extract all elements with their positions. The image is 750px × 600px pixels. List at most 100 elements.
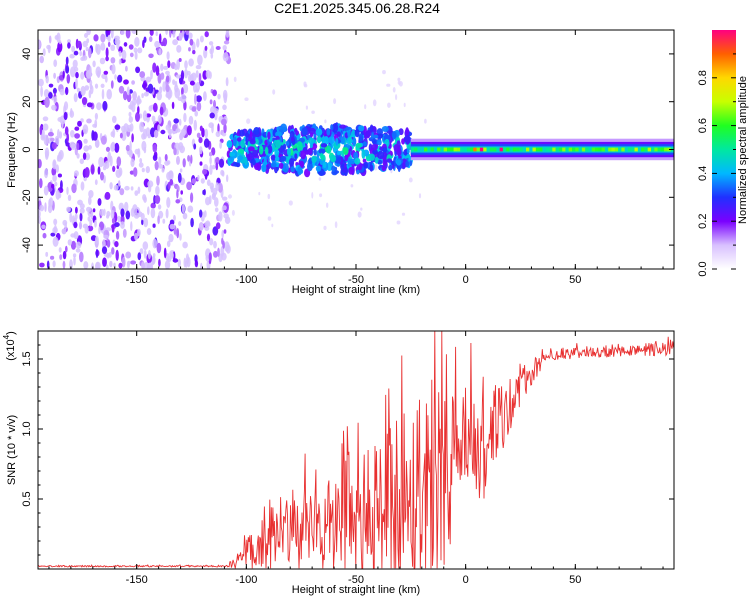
spectrogram-noise-blob — [183, 257, 187, 268]
spectrogram-noise-blob — [141, 219, 144, 226]
spectrogram-noise-blob — [218, 211, 223, 222]
spectrogram-noise-blob — [137, 148, 141, 158]
spectrogram-noise-blob — [109, 260, 113, 268]
spectrogram-noise-blob — [57, 41, 63, 53]
spectrogram-noise-blob — [99, 208, 105, 217]
spectrogram-faint-blob — [272, 89, 276, 95]
spectrogram-noise-blob — [62, 250, 67, 260]
spectrogram-noise-blob — [188, 74, 192, 82]
spectrogram-noise-blob — [74, 66, 79, 72]
spectrogram-noise-blob — [106, 30, 111, 37]
spectrogram-noise-blob — [58, 247, 62, 253]
spectrogram-band-blob — [290, 165, 295, 173]
spectrogram-noise-blob — [62, 70, 65, 79]
spectrogram-noise-blob — [57, 173, 63, 178]
spectrogram-noise-blob — [45, 75, 49, 84]
spectrogram-noise-blob — [92, 131, 98, 141]
spectrogram-noise-blob — [146, 228, 152, 235]
spectrogram-noise-blob — [137, 186, 141, 194]
spectrogram-line-core — [496, 147, 500, 152]
spectrogram-noise-blob — [79, 207, 85, 214]
spectrogram-noise-blob — [51, 104, 57, 111]
spectrogram-band-blob — [348, 166, 354, 175]
spectrogram-noise-blob — [137, 106, 140, 114]
spectrogram-noise-blob — [94, 83, 99, 89]
spectrogram-noise-blob — [199, 35, 204, 43]
spectrogram-noise-blob — [114, 74, 117, 80]
spectrogram-noise-blob — [59, 40, 62, 45]
spectrogram-faint-blob — [305, 105, 308, 110]
spectrogram-noise-blob — [176, 155, 180, 165]
spectrogram-noise-blob — [102, 100, 108, 111]
spectrogram-noise-blob — [106, 89, 112, 100]
spectrogram-noise-blob — [131, 80, 136, 85]
spectrogram-noise-blob — [53, 218, 58, 226]
spectrogram-noise-blob — [143, 249, 147, 259]
spectrogram-noise-blob — [79, 212, 83, 222]
spectrogram-band-blob — [237, 155, 244, 161]
spectrogram-noise-blob — [169, 30, 172, 38]
spectrogram-noise-blob — [140, 213, 145, 221]
spectrogram-noise-blob — [134, 232, 138, 241]
spectrogram-noise-blob — [106, 210, 111, 217]
spectrogram-band-blob — [313, 148, 317, 156]
spectrogram-noise-blob — [208, 252, 212, 262]
spectrogram-band-blob — [363, 162, 369, 169]
spectrogram-band-blob — [316, 135, 322, 144]
spectrogram-noise-blob — [101, 73, 108, 80]
spectrogram-noise-blob — [65, 245, 68, 253]
spectrogram-band-blob — [391, 131, 397, 140]
spectrogram-noise-blob — [162, 218, 166, 224]
spectrogram-noise-blob — [66, 206, 71, 212]
spectrogram-noise-blob — [125, 65, 128, 72]
spectrogram-noise-blob — [205, 196, 211, 206]
spectrogram-noise-blob — [131, 30, 138, 35]
spectrogram-noise-blob — [74, 126, 80, 131]
spectrogram-noise-blob — [82, 40, 88, 48]
spectrogram-faint-blob — [372, 99, 377, 107]
spectrogram-noise-blob — [133, 212, 140, 219]
spectrogram-noise-blob — [50, 255, 55, 260]
spectrogram-noise-blob — [198, 137, 203, 144]
spectrogram-band-blob — [267, 144, 273, 154]
spectrogram-noise-blob — [173, 214, 176, 222]
spectrogram-band-blob — [270, 162, 277, 168]
spectrogram-noise-blob — [172, 79, 176, 85]
spectrogram-noise-blob — [110, 30, 114, 39]
spectrogram-noise-blob — [186, 70, 191, 76]
spectrogram-line-core — [512, 147, 517, 152]
colorbar-gradient — [712, 30, 736, 269]
spectrogram-noise-blob — [212, 89, 218, 97]
spectrogram-noise-blob — [90, 164, 95, 175]
spectrogram-line-core — [539, 147, 543, 152]
spectrogram-noise-blob — [94, 112, 98, 120]
spectrogram-noise-blob — [208, 41, 214, 46]
spectrogram-noise-blob — [53, 224, 57, 234]
spectrogram-line-core — [644, 147, 648, 152]
spectrogram-noise-blob — [152, 62, 157, 73]
spectrogram-noise-blob — [121, 49, 127, 60]
spectrogram-noise-blob — [38, 78, 44, 87]
spectrogram-faint-blob — [311, 192, 314, 199]
spectrogram-band-blob — [290, 136, 295, 142]
spectrogram-noise-blob — [77, 120, 82, 127]
spectrogram-line-core — [604, 147, 609, 152]
spectrogram-band-blob — [299, 160, 305, 168]
spectrogram-noise-blob — [110, 131, 115, 138]
spectrogram-noise-blob — [211, 147, 216, 156]
spectrogram-noise-blob — [127, 260, 131, 265]
spectrogram-noise-blob — [113, 184, 119, 191]
spectrogram-noise-blob — [115, 230, 120, 240]
spectrogram-noise-blob — [156, 91, 162, 101]
spectrogram-noise-blob — [153, 129, 159, 138]
spectrogram-noise-blob — [195, 81, 201, 92]
spectrogram-noise-blob — [44, 96, 50, 108]
spectrogram-noise-blob — [109, 182, 113, 190]
spectrogram-noise-blob — [197, 175, 200, 181]
spectrogram-noise-blob — [132, 204, 138, 214]
spectrogram-band-blob — [308, 127, 316, 135]
spectrogram-noise-blob — [202, 168, 208, 175]
spectrogram-faint-blob — [392, 87, 396, 93]
spectrogram-noise-blob — [165, 30, 168, 35]
